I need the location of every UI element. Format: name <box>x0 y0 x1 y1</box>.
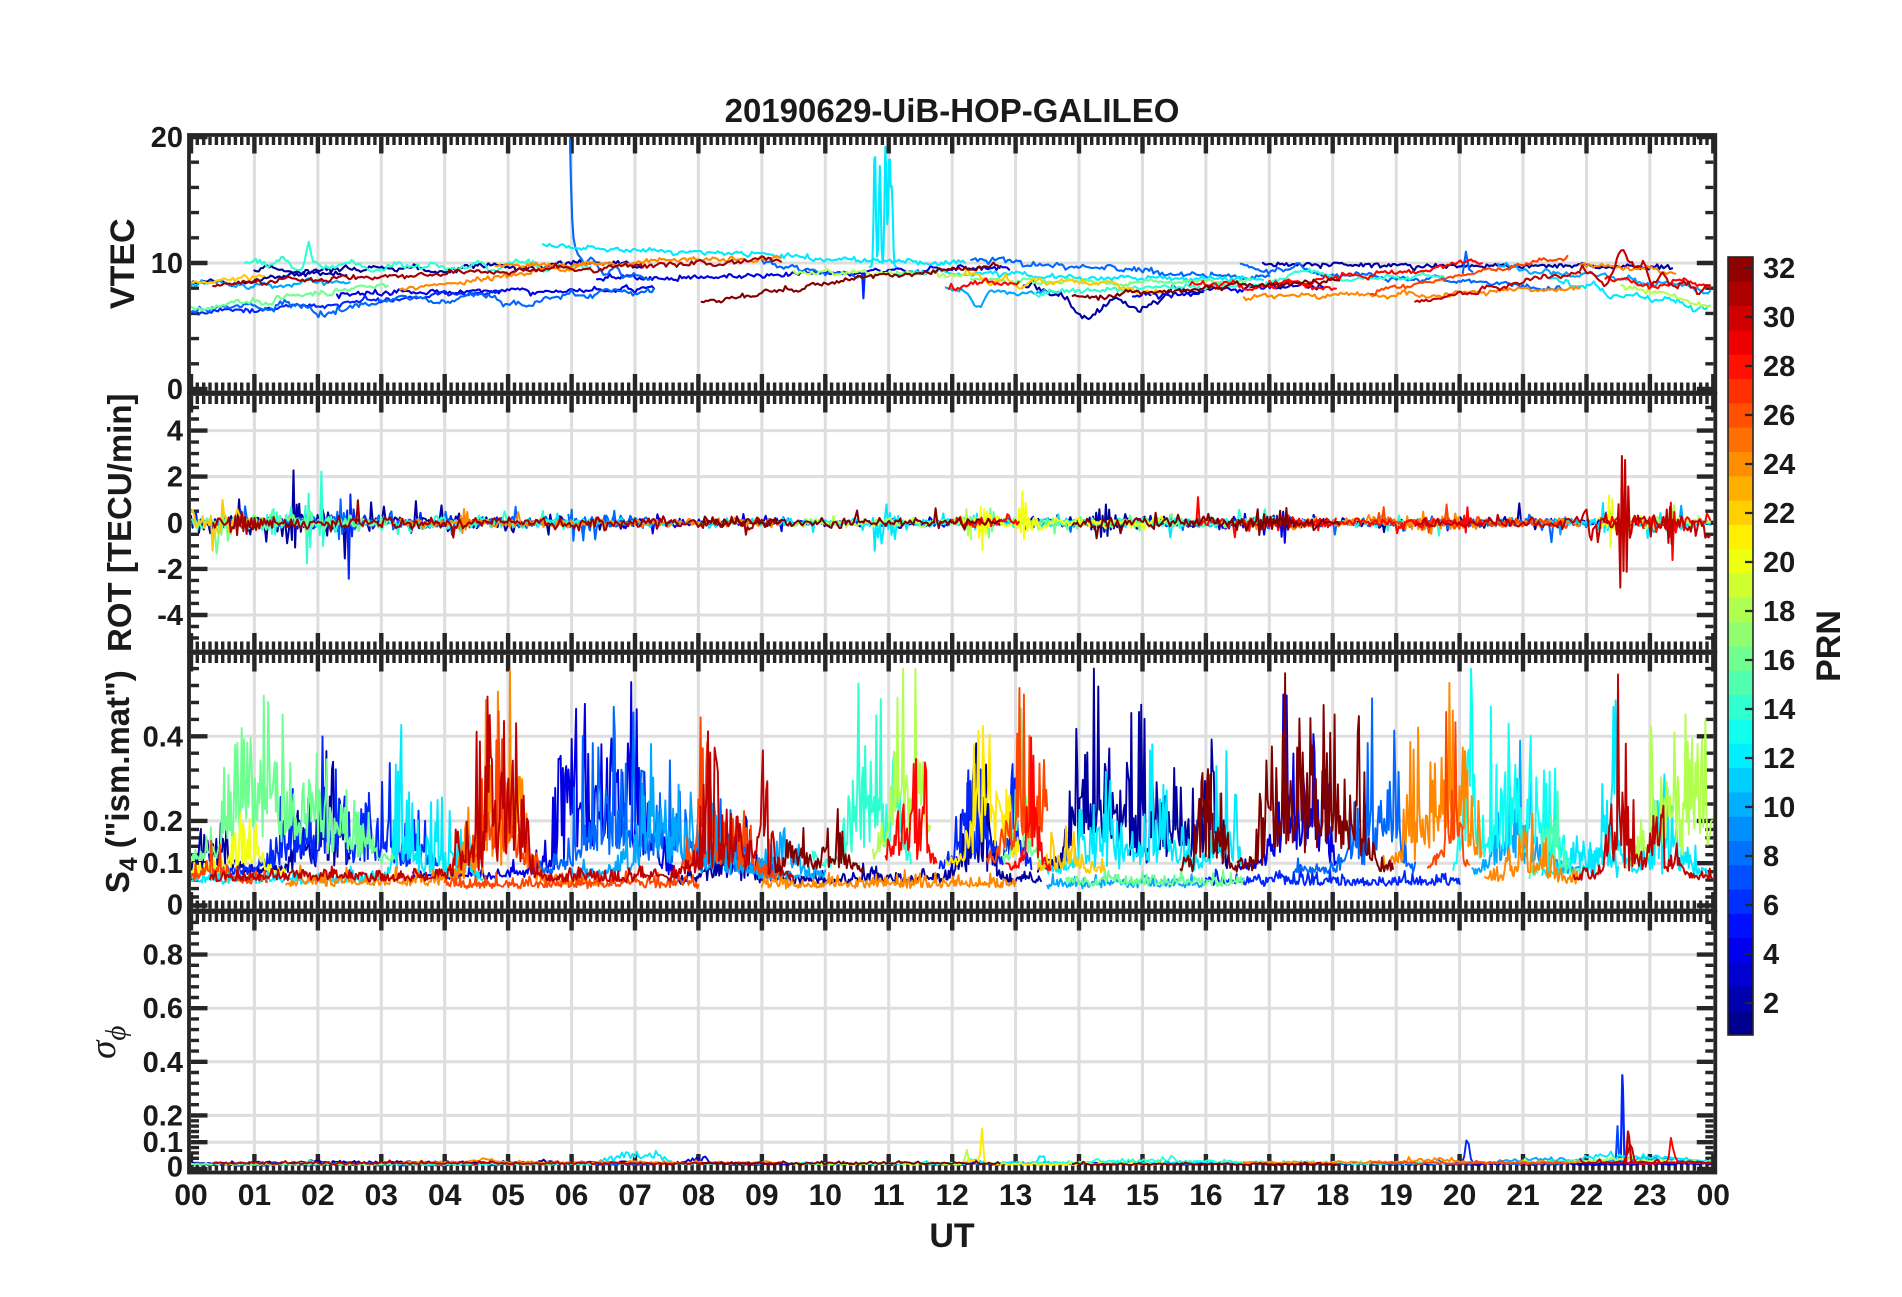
svg-text:01: 01 <box>238 1179 271 1212</box>
svg-text:S4 ("ism.mat"): S4 ("ism.mat") <box>99 670 143 893</box>
svg-text:03: 03 <box>365 1179 398 1212</box>
svg-text:28: 28 <box>1763 351 1795 383</box>
svg-text:20: 20 <box>151 122 183 154</box>
svg-text:16: 16 <box>1189 1179 1222 1212</box>
svg-text:0.8: 0.8 <box>143 940 183 972</box>
svg-text:18: 18 <box>1763 596 1795 628</box>
svg-text:18: 18 <box>1316 1179 1349 1212</box>
svg-text:02: 02 <box>301 1179 334 1212</box>
svg-text:20: 20 <box>1443 1179 1476 1212</box>
svg-text:0: 0 <box>167 374 183 406</box>
svg-text:0.4: 0.4 <box>143 721 183 753</box>
svg-text:09: 09 <box>745 1179 778 1212</box>
svg-text:σϕ: σϕ <box>83 1026 132 1059</box>
svg-text:-4: -4 <box>157 600 183 632</box>
svg-text:12: 12 <box>935 1179 968 1212</box>
svg-text:4: 4 <box>1763 939 1779 971</box>
svg-text:22: 22 <box>1570 1179 1603 1212</box>
svg-text:17: 17 <box>1253 1179 1286 1212</box>
svg-text:19: 19 <box>1379 1179 1412 1212</box>
svg-text:20190629-UiB-HOP-GALILEO: 20190629-UiB-HOP-GALILEO <box>725 92 1180 129</box>
svg-text:00: 00 <box>1697 1179 1730 1212</box>
svg-text:10: 10 <box>1763 792 1795 824</box>
svg-text:0.6: 0.6 <box>143 993 183 1025</box>
svg-text:ROT [TECU/min]: ROT [TECU/min] <box>101 394 138 652</box>
svg-text:14: 14 <box>1062 1179 1096 1212</box>
svg-text:08: 08 <box>682 1179 715 1212</box>
svg-text:0.4: 0.4 <box>143 1047 183 1079</box>
svg-text:24: 24 <box>1763 449 1795 481</box>
svg-text:0.1: 0.1 <box>143 1127 183 1159</box>
svg-text:6: 6 <box>1763 890 1779 922</box>
svg-text:10: 10 <box>809 1179 842 1212</box>
svg-text:10: 10 <box>151 248 183 280</box>
svg-text:20: 20 <box>1763 547 1795 579</box>
svg-text:15: 15 <box>1126 1179 1159 1212</box>
svg-text:32: 32 <box>1763 253 1795 285</box>
svg-text:26: 26 <box>1763 400 1795 432</box>
svg-text:UT: UT <box>929 1217 975 1255</box>
svg-text:21: 21 <box>1506 1179 1539 1212</box>
svg-text:0: 0 <box>167 508 183 540</box>
svg-text:13: 13 <box>999 1179 1032 1212</box>
svg-text:07: 07 <box>618 1179 651 1212</box>
svg-text:14: 14 <box>1763 694 1795 726</box>
svg-text:30: 30 <box>1763 302 1795 334</box>
svg-text:22: 22 <box>1763 498 1795 530</box>
svg-text:-2: -2 <box>157 554 183 586</box>
svg-text:0.2: 0.2 <box>143 806 183 838</box>
svg-text:16: 16 <box>1763 645 1795 677</box>
svg-text:0: 0 <box>167 1152 183 1184</box>
svg-text:0: 0 <box>167 890 183 922</box>
svg-text:0.1: 0.1 <box>143 848 183 880</box>
svg-text:11: 11 <box>873 1179 905 1212</box>
svg-text:04: 04 <box>428 1179 462 1212</box>
svg-text:12: 12 <box>1763 743 1795 775</box>
svg-text:00: 00 <box>174 1179 207 1212</box>
svg-text:PRN: PRN <box>1810 610 1848 682</box>
svg-text:2: 2 <box>1763 988 1779 1020</box>
svg-text:0.2: 0.2 <box>143 1100 183 1132</box>
svg-text:2: 2 <box>167 462 183 494</box>
svg-text:8: 8 <box>1763 841 1779 873</box>
svg-text:23: 23 <box>1633 1179 1666 1212</box>
svg-text:4: 4 <box>167 416 183 448</box>
svg-text:VTEC: VTEC <box>104 218 142 309</box>
svg-text:05: 05 <box>491 1179 524 1212</box>
svg-text:06: 06 <box>555 1179 588 1212</box>
